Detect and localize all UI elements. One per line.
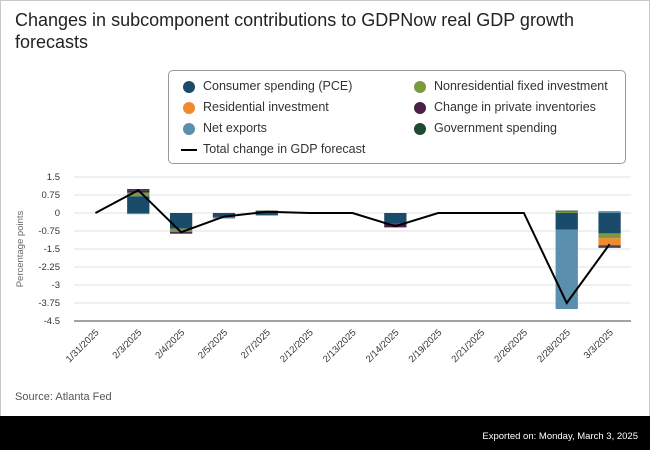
bar-1-12	[555, 213, 578, 230]
bar-1-4	[212, 213, 236, 217]
chart-title: Changes in subcomponent contributions to…	[15, 10, 574, 52]
bar-1-8	[384, 213, 407, 224]
bar-6-3	[169, 232, 193, 234]
x-tick-label: 2/28/2025	[535, 327, 573, 365]
chart-plot: 1.5 0.75 0 -0.75 -1.5 -2.25 -3 -3.75 -4.5 Percent…	[15, 172, 631, 365]
legend-marker-1	[183, 81, 195, 93]
bar-2-2	[127, 192, 150, 197]
bar-2-13	[598, 233, 621, 239]
bar-2-3	[169, 228, 193, 231]
y-tick-label: -3	[52, 280, 60, 291]
legend-marker-4	[414, 102, 426, 114]
export-date: Exported on: Monday, March 3, 2025	[482, 431, 638, 442]
y-tick-label: -1.5	[44, 244, 60, 255]
y-tick-label: -3.75	[38, 298, 60, 309]
x-tick-label: 2/12/2025	[278, 327, 316, 365]
legend-label-4: Change in private inventories	[434, 100, 596, 114]
legend-label-5: Net exports	[203, 121, 267, 135]
legend-label-7: Total change in GDP forecast	[203, 142, 366, 156]
bar-5-2	[127, 213, 150, 215]
legend-marker-2	[414, 81, 426, 93]
x-tick-label: 2/13/2025	[321, 327, 359, 365]
bar-1-3	[169, 213, 193, 229]
legend-marker-5	[183, 123, 195, 135]
legend-label-6: Government spending	[434, 121, 557, 135]
y-tick-label: 0	[55, 208, 60, 219]
y-tick-label: -0.75	[38, 226, 60, 237]
bar-1-2	[127, 196, 150, 213]
x-tick-label: 1/31/2025	[64, 327, 102, 365]
y-axis-title: Percentage points	[15, 210, 26, 287]
bar-4-13	[598, 245, 621, 247]
legend-label-1: Consumer spending (PCE)	[203, 79, 353, 93]
legend-label-3: Residential investment	[203, 100, 329, 114]
x-tick-label: 3/3/2025	[582, 327, 616, 361]
x-tick-label: 2/19/2025	[407, 327, 445, 365]
bar-6-12	[555, 210, 578, 212]
x-tick-label: 2/5/2025	[196, 327, 230, 361]
y-tick-label: -4.5	[44, 316, 60, 327]
bar-3-13	[598, 238, 621, 246]
chart-legend: Consumer spending (PCE) Nonresidential fi…	[168, 70, 626, 164]
bar-1-5	[255, 213, 278, 216]
export-footer: Exported on: Monday, March 3, 2025	[0, 416, 650, 450]
bar-1-13	[598, 213, 621, 234]
bar-2-12	[555, 211, 578, 213]
x-tick-label: 2/21/2025	[449, 327, 487, 365]
x-tick-label: 2/4/2025	[153, 327, 187, 361]
legend-label-2: Nonresidential fixed investment	[434, 79, 608, 93]
legend-marker-6	[414, 123, 426, 135]
y-tick-label: 0.75	[42, 190, 61, 201]
source-note: Source: Atlanta Fed	[15, 391, 112, 403]
bar-5-13	[598, 211, 621, 213]
x-tick-label: 2/14/2025	[364, 327, 402, 365]
total-line	[94, 188, 611, 305]
bar-6-13	[598, 246, 621, 248]
x-tick-label: 2/3/2025	[110, 327, 144, 361]
legend-marker-7	[181, 149, 197, 151]
x-tick-label: 2/7/2025	[239, 327, 273, 361]
x-tick-label: 2/26/2025	[492, 327, 530, 365]
y-tick-label: 1.5	[47, 172, 60, 183]
legend-marker-3	[183, 102, 195, 114]
y-tick-label: -2.25	[38, 262, 60, 273]
bar-5-4	[212, 217, 236, 219]
bar-5-12	[555, 229, 578, 309]
